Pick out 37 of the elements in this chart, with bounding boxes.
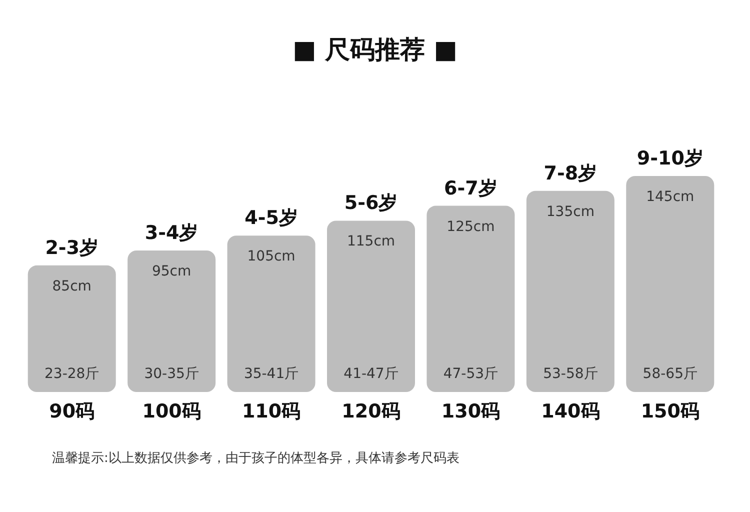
x-tick-label: 150码 <box>640 400 700 422</box>
annotation: 23-28斤 <box>44 366 100 382</box>
data-label: 145cm <box>646 189 694 205</box>
data-label: 105cm <box>247 248 296 265</box>
bar <box>28 265 116 392</box>
text: 温馨提示:以上数据仅供参考，由于孩子的体型各异，具体请参考尺码表 <box>52 451 460 466</box>
data-label: 85cm <box>52 278 92 294</box>
annotation: 2-3岁 <box>45 236 99 259</box>
data-label: 135cm <box>546 204 594 220</box>
data-label: 115cm <box>346 234 396 250</box>
data-label: 95cm <box>152 263 192 280</box>
annotation: 6-7岁 <box>444 177 498 200</box>
annotation: 35-41斤 <box>244 366 299 382</box>
x-tick-label: 90码 <box>49 400 95 422</box>
chart-title: ■ 尺码推荐 ■ <box>292 35 458 64</box>
annotation: 41-47斤 <box>344 366 398 382</box>
annotation: 4-5岁 <box>244 207 298 230</box>
x-tick-label: 110码 <box>242 400 301 422</box>
data-label: 125cm <box>446 218 495 235</box>
bar <box>426 206 515 392</box>
bar <box>526 190 614 392</box>
x-tick-label: 140码 <box>541 400 600 422</box>
x-tick-label: 100码 <box>142 400 201 422</box>
bar <box>626 176 714 392</box>
bar <box>128 250 216 392</box>
annotation: 53-58斤 <box>543 366 598 382</box>
annotation: 58-65斤 <box>642 366 698 382</box>
bar <box>327 220 415 392</box>
annotation: 30-35斤 <box>144 366 199 382</box>
annotation: 9-10岁 <box>636 148 704 170</box>
annotation: 7-8岁 <box>544 162 598 184</box>
annotation: 3-4岁 <box>144 222 198 244</box>
annotation: 47-53斤 <box>443 366 498 382</box>
x-tick-label: 130码 <box>441 400 500 422</box>
annotation: 5-6岁 <box>344 192 398 214</box>
x-tick-label: 120码 <box>342 400 400 422</box>
bar <box>227 236 316 392</box>
